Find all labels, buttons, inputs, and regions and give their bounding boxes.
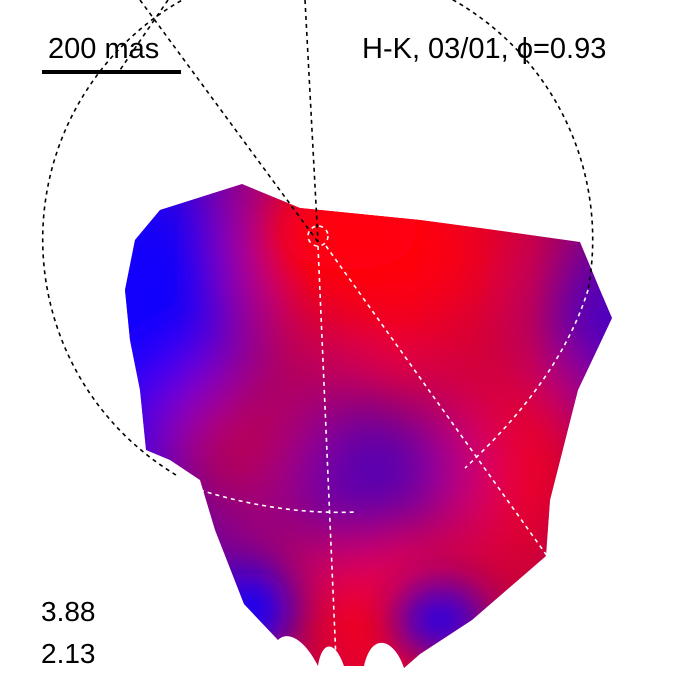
scale-bar-label: 200 mas <box>48 33 160 65</box>
scale-bar <box>42 70 181 74</box>
value-label-top: 3.88 <box>41 596 96 627</box>
dashed-guide-lines <box>41 0 594 476</box>
dashed-guide-lines-inner <box>199 225 589 661</box>
plot-title: H-K, 03/01, ϕ=0.93 <box>362 33 607 65</box>
value-label-bottom: 2.13 <box>41 638 96 669</box>
intensity-map <box>125 184 612 668</box>
